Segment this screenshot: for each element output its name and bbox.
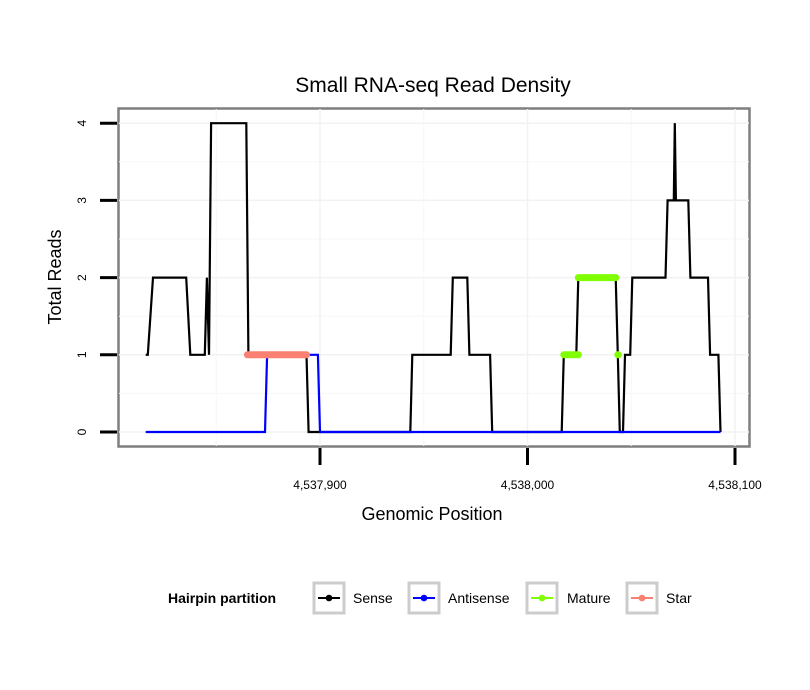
series-layer: [145, 122, 722, 434]
legend: Hairpin partition Sense Antisense Mature St…: [168, 581, 692, 615]
legend-item-antisense: Antisense: [407, 581, 510, 615]
y-tick-label: 3: [75, 197, 89, 204]
legend-item-sense: Sense: [312, 581, 393, 615]
legend-label: Antisense: [448, 590, 510, 606]
legend-label: Star: [666, 590, 692, 606]
x-tick-label: 4,537,900: [293, 478, 347, 492]
legend-key-point: [420, 594, 428, 602]
y-axis: 0 1 2 3 4: [75, 120, 117, 435]
legend-title: Hairpin partition: [168, 590, 276, 606]
y-tick-label: 0: [75, 428, 89, 435]
y-tick-label: 4: [75, 120, 89, 127]
legend-key-point: [638, 594, 646, 602]
grid-minor: [119, 109, 749, 446]
legend-label: Sense: [353, 590, 393, 606]
x-axis: 4,537,900 4,538,000 4,538,100: [293, 448, 762, 492]
legend-label: Mature: [567, 590, 611, 606]
x-tick-label: 4,538,100: [708, 478, 762, 492]
y-axis-title: Total Reads: [45, 229, 65, 324]
legend-key-point: [325, 594, 333, 602]
x-axis-title: Genomic Position: [361, 504, 502, 524]
legend-item-mature: Mature: [525, 581, 611, 615]
legend-key-point: [538, 594, 546, 602]
x-tick-label: 4,538,000: [501, 478, 555, 492]
chart-title: Small RNA-seq Read Density: [295, 74, 571, 97]
y-tick-label: 2: [75, 274, 89, 281]
legend-item-star: Star: [625, 581, 692, 615]
y-tick-label: 1: [75, 351, 89, 358]
